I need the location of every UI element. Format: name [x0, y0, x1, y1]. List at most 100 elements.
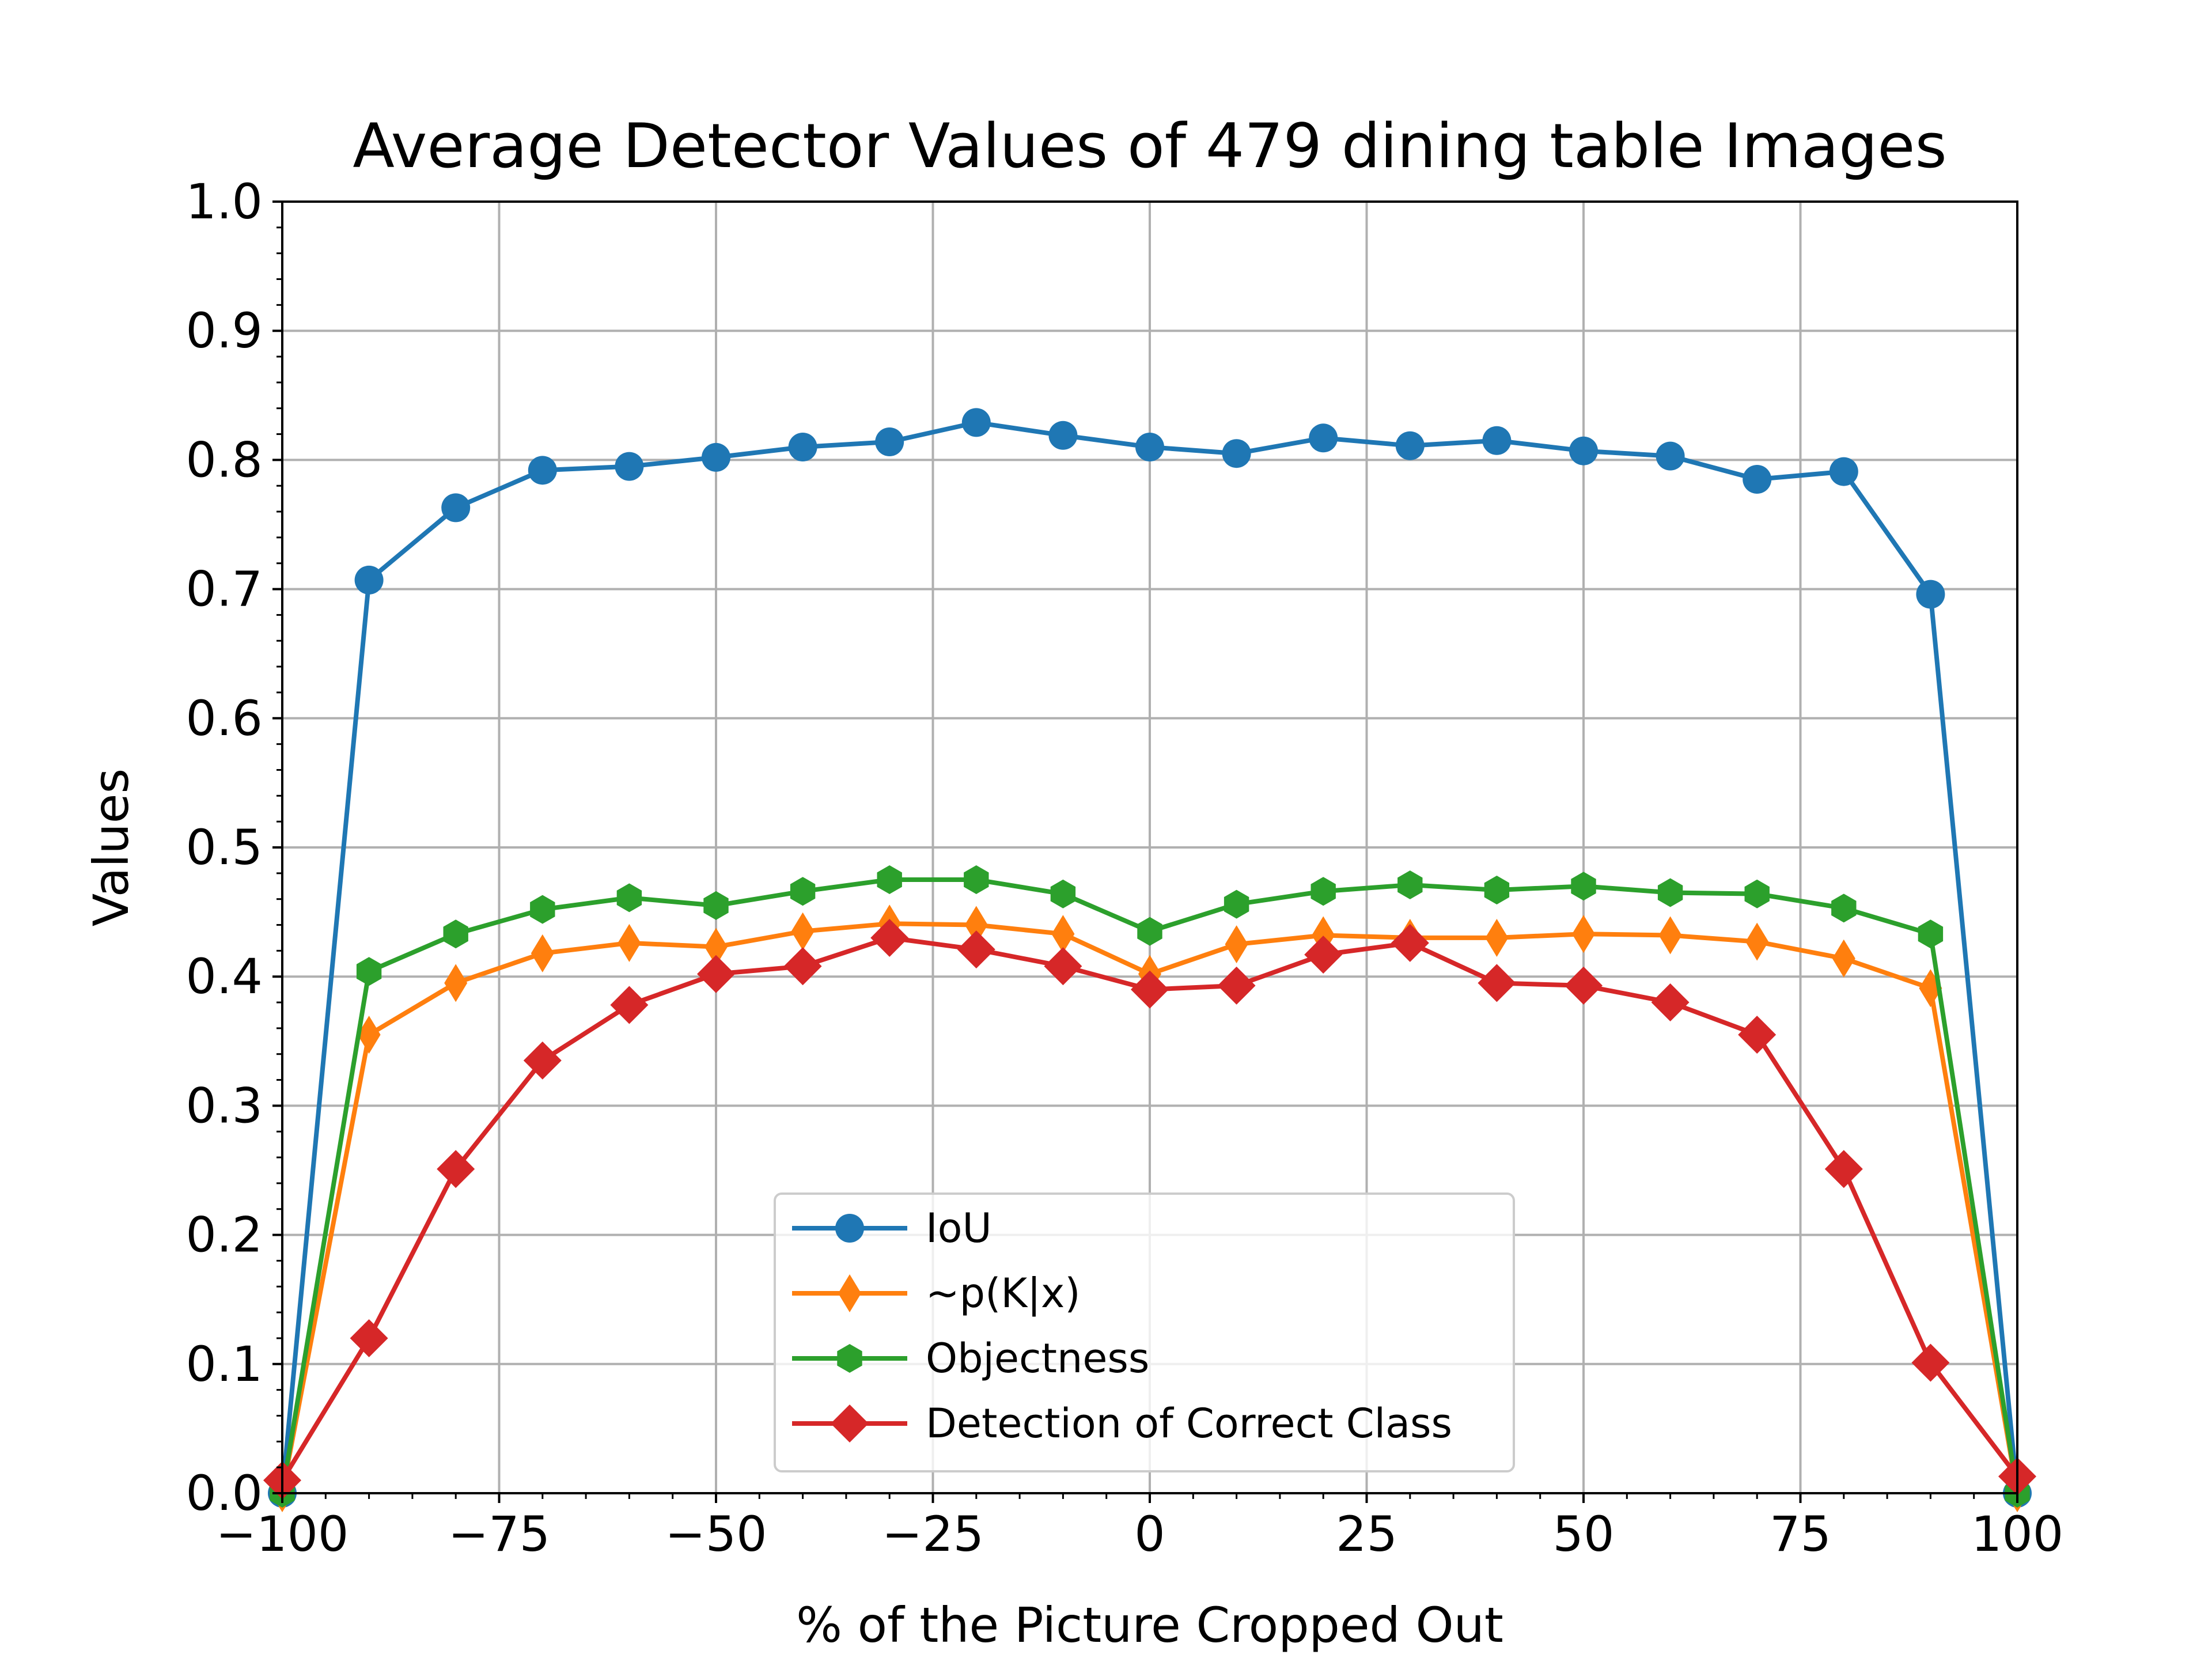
data-point — [1309, 423, 1338, 453]
data-point — [1569, 436, 1598, 465]
x-tick-label: 0 — [1134, 1506, 1165, 1562]
data-point — [1824, 1150, 1863, 1188]
x-tick-label: 100 — [1971, 1506, 2063, 1562]
data-point — [1743, 465, 1772, 494]
legend-label: Objectness — [926, 1335, 1149, 1382]
x-tick-label: −25 — [882, 1506, 984, 1562]
data-point — [1832, 939, 1855, 978]
data-point — [441, 493, 471, 523]
y-tick-label: 0.0 — [185, 1465, 263, 1521]
data-point — [1658, 916, 1682, 955]
y-tick-label: 0.3 — [185, 1077, 263, 1134]
data-point — [1572, 915, 1595, 953]
y-axis-label: Values — [83, 768, 139, 926]
data-point — [1044, 947, 1082, 986]
data-point — [1651, 983, 1690, 1022]
data-point — [444, 964, 468, 1002]
data-point — [1225, 925, 1248, 964]
data-point — [1485, 918, 1509, 957]
data-point — [615, 452, 644, 481]
data-point — [1738, 1016, 1777, 1054]
data-point — [531, 934, 554, 972]
data-point — [704, 927, 728, 966]
data-point — [1224, 889, 1249, 919]
data-point — [964, 906, 988, 944]
legend-label: IoU — [926, 1205, 992, 1252]
data-point — [957, 930, 995, 969]
data-point — [1304, 936, 1343, 974]
data-point — [870, 918, 909, 957]
legend: IoU ~p(K|x) Objectness Detection of Correct… — [774, 1192, 1515, 1472]
data-point — [1829, 457, 1858, 486]
data-point — [1565, 966, 1603, 1005]
series-3 — [263, 918, 2036, 1500]
series-2 — [270, 865, 2030, 1508]
data-point — [1918, 919, 1944, 949]
data-point — [616, 883, 642, 913]
legend-item: IoU — [792, 1205, 992, 1252]
chart-title: Average Detector Values of 479 dining ta… — [353, 111, 1946, 181]
data-point — [1482, 426, 1512, 455]
data-point — [618, 923, 641, 962]
legend-marker — [837, 1344, 862, 1373]
x-tick-label: 50 — [1553, 1506, 1615, 1562]
data-point — [1656, 441, 1685, 471]
data-point — [788, 432, 817, 461]
y-tick-label: 0.9 — [185, 302, 263, 359]
data-point — [1222, 439, 1251, 468]
data-point — [1137, 917, 1162, 946]
x-tick-label: 75 — [1770, 1506, 1831, 1562]
y-tick-label: 0.7 — [185, 561, 263, 618]
y-tick-label: 1.0 — [185, 173, 263, 230]
data-point — [530, 895, 555, 924]
legend-marker — [831, 1404, 869, 1443]
legend-label: Detection of Correct Class — [926, 1400, 1452, 1447]
legend-item: Detection of Correct Class — [792, 1400, 1452, 1447]
axis-ticks: −100 −75 −50 −25 0 25 50 75 100 0.0 0.1 0.2 0.3 0.4 0.… — [185, 173, 2063, 1562]
data-point — [1391, 923, 1429, 962]
data-point — [961, 408, 991, 437]
data-point — [702, 442, 730, 472]
legend-marker — [835, 1214, 864, 1243]
data-point — [875, 427, 904, 457]
data-point — [1395, 431, 1425, 460]
x-tick-label: −75 — [448, 1506, 550, 1562]
data-point — [697, 955, 735, 993]
y-tick-label: 0.2 — [185, 1207, 263, 1263]
data-point — [610, 986, 649, 1024]
data-point — [1217, 966, 1256, 1005]
data-point — [1050, 879, 1076, 908]
data-point — [1048, 421, 1078, 450]
data-point — [783, 947, 822, 986]
data-point — [1831, 894, 1857, 923]
y-tick-label: 0.6 — [185, 690, 263, 747]
data-point — [1051, 915, 1075, 953]
legend-marker — [838, 1274, 861, 1312]
data-point — [1131, 970, 1169, 1009]
data-point — [350, 1319, 388, 1357]
y-tick-label: 0.1 — [185, 1336, 263, 1392]
x-tick-label: −100 — [216, 1506, 349, 1562]
data-point — [1135, 432, 1164, 461]
data-point — [1478, 964, 1516, 1002]
data-point — [1397, 870, 1423, 899]
legend-item: ~p(K|x) — [792, 1270, 1081, 1317]
legend-item: Objectness — [792, 1335, 1149, 1382]
data-point — [443, 919, 468, 949]
data-point — [703, 891, 729, 920]
data-point — [357, 1016, 381, 1054]
series-group — [263, 408, 2036, 1512]
data-point — [877, 865, 902, 894]
data-point — [354, 565, 384, 595]
data-point — [1571, 872, 1596, 901]
x-tick-label: 25 — [1336, 1506, 1397, 1562]
data-point — [964, 865, 989, 894]
legend-label: ~p(K|x) — [926, 1270, 1081, 1317]
data-point — [528, 456, 557, 485]
data-point — [791, 912, 815, 951]
x-tick-label: −50 — [665, 1506, 767, 1562]
y-tick-label: 0.4 — [185, 948, 263, 1005]
data-point — [437, 1150, 475, 1188]
